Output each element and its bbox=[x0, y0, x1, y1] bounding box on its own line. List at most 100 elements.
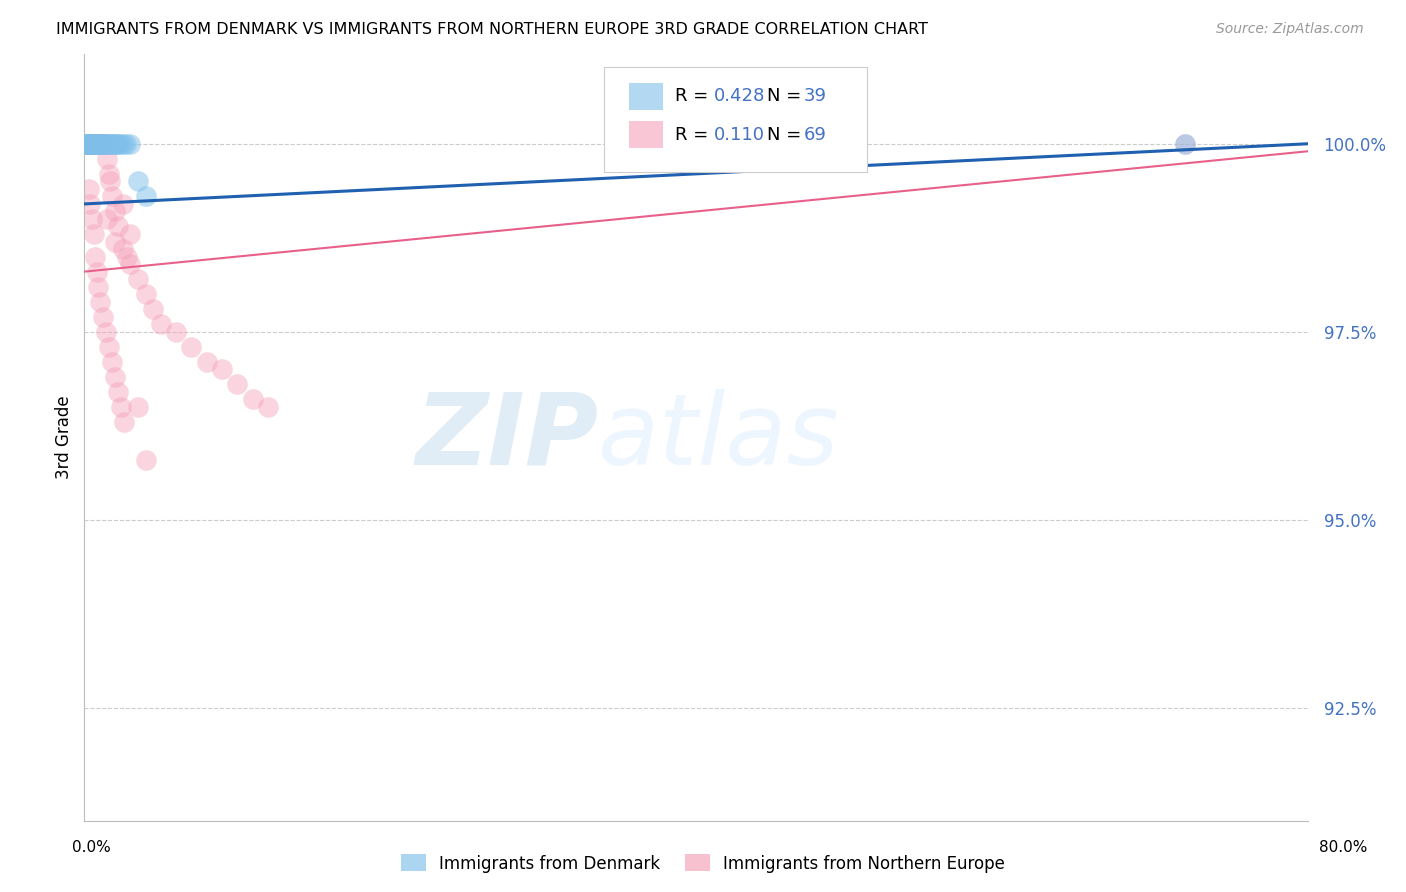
Point bbox=[76, 136, 98, 151]
Point bbox=[111, 136, 134, 151]
Point bbox=[135, 452, 157, 467]
Point bbox=[76, 136, 98, 151]
Point bbox=[83, 136, 105, 151]
Point bbox=[87, 136, 110, 151]
Text: R =: R = bbox=[675, 87, 714, 105]
Point bbox=[80, 136, 103, 151]
Point bbox=[108, 136, 131, 151]
Point bbox=[84, 136, 107, 151]
Point bbox=[79, 136, 101, 151]
Text: R =: R = bbox=[675, 126, 714, 144]
Point bbox=[86, 265, 108, 279]
Point bbox=[94, 136, 117, 151]
Text: 80.0%: 80.0% bbox=[1319, 840, 1367, 855]
Point bbox=[77, 136, 100, 151]
Point bbox=[90, 136, 112, 151]
Point bbox=[127, 272, 149, 286]
Point bbox=[79, 136, 101, 151]
Point bbox=[89, 136, 111, 151]
Point bbox=[75, 136, 97, 151]
Point bbox=[90, 136, 112, 151]
Text: N =: N = bbox=[766, 87, 801, 105]
Point bbox=[77, 182, 100, 196]
Point bbox=[87, 279, 110, 293]
Point bbox=[80, 136, 103, 151]
Point bbox=[94, 325, 117, 339]
Point bbox=[1174, 136, 1197, 151]
Point bbox=[94, 136, 117, 151]
Legend: Immigrants from Denmark, Immigrants from Northern Europe: Immigrants from Denmark, Immigrants from… bbox=[394, 847, 1012, 880]
Point bbox=[96, 211, 118, 226]
Point bbox=[77, 136, 100, 151]
Point bbox=[86, 136, 108, 151]
Point bbox=[86, 136, 108, 151]
Point bbox=[75, 136, 97, 151]
Point bbox=[84, 136, 107, 151]
Point bbox=[135, 189, 157, 203]
Point bbox=[142, 302, 165, 317]
Point bbox=[135, 287, 157, 301]
Point bbox=[242, 392, 264, 407]
Point bbox=[80, 136, 103, 151]
Point bbox=[115, 250, 138, 264]
Point bbox=[93, 136, 115, 151]
Point bbox=[87, 136, 110, 151]
FancyBboxPatch shape bbox=[628, 83, 664, 110]
Point bbox=[149, 318, 172, 332]
Point bbox=[96, 152, 118, 166]
Point bbox=[89, 294, 111, 309]
Point bbox=[104, 235, 127, 249]
Point bbox=[91, 136, 114, 151]
Point bbox=[110, 400, 132, 414]
FancyBboxPatch shape bbox=[605, 67, 868, 172]
Point bbox=[1174, 136, 1197, 151]
Point bbox=[226, 377, 249, 392]
Point bbox=[84, 250, 107, 264]
Point bbox=[89, 136, 111, 151]
Point bbox=[104, 204, 127, 219]
Point bbox=[91, 136, 114, 151]
Point bbox=[76, 136, 98, 151]
Point bbox=[114, 136, 136, 151]
Point bbox=[105, 136, 128, 151]
Point bbox=[120, 227, 142, 241]
Point bbox=[107, 136, 129, 151]
Point bbox=[93, 136, 115, 151]
Point bbox=[76, 136, 98, 151]
Point bbox=[165, 325, 187, 339]
Point bbox=[91, 136, 114, 151]
Point bbox=[101, 189, 124, 203]
Text: 39: 39 bbox=[804, 87, 827, 105]
Point bbox=[120, 257, 142, 271]
Point bbox=[77, 136, 100, 151]
Text: 0.110: 0.110 bbox=[714, 126, 765, 144]
Point bbox=[79, 136, 101, 151]
Point bbox=[107, 384, 129, 399]
Y-axis label: 3rd Grade: 3rd Grade bbox=[55, 395, 73, 479]
Point bbox=[107, 219, 129, 234]
Point bbox=[195, 355, 218, 369]
Point bbox=[127, 174, 149, 188]
Text: ZIP: ZIP bbox=[415, 389, 598, 485]
Point bbox=[87, 136, 110, 151]
Text: 0.0%: 0.0% bbox=[72, 840, 111, 855]
Point bbox=[103, 136, 125, 151]
Point bbox=[80, 136, 103, 151]
Point bbox=[86, 136, 108, 151]
Point bbox=[80, 136, 103, 151]
Point bbox=[104, 370, 127, 384]
Point bbox=[101, 136, 124, 151]
Point bbox=[83, 136, 105, 151]
Point bbox=[80, 211, 103, 226]
Point bbox=[75, 136, 97, 151]
Point bbox=[97, 167, 120, 181]
Text: Source: ZipAtlas.com: Source: ZipAtlas.com bbox=[1216, 22, 1364, 37]
Text: N =: N = bbox=[766, 126, 801, 144]
Point bbox=[96, 136, 118, 151]
Point bbox=[84, 136, 107, 151]
Point bbox=[111, 197, 134, 211]
Point bbox=[111, 242, 134, 256]
Text: atlas: atlas bbox=[598, 389, 839, 485]
Point bbox=[127, 400, 149, 414]
Point bbox=[91, 310, 114, 324]
